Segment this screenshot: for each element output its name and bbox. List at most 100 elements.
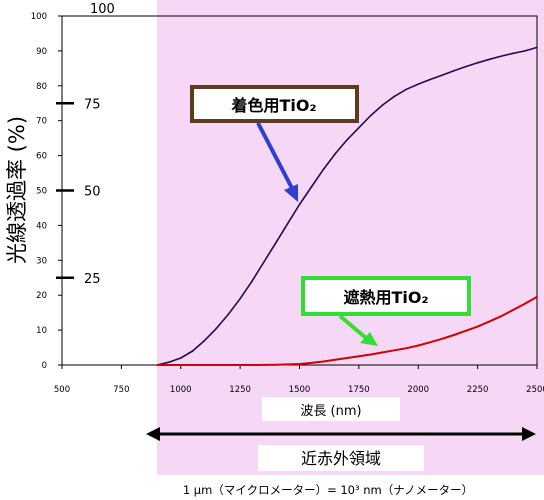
series-1-point: [441, 338, 443, 340]
x-tick-label: 500: [54, 385, 70, 395]
series-1-point: [464, 329, 467, 332]
series-1-point: [369, 353, 372, 356]
callout-arrow-colored-tio2: [256, 122, 296, 193]
x-axis-label: 波長 (nm): [300, 404, 361, 419]
legend-label-colored-tio2: 着色用TiO₂: [230, 96, 316, 115]
series-0-point: [381, 104, 384, 106]
series-0-point: [429, 78, 431, 81]
series-0-point: [168, 361, 170, 364]
x-tick-label: 1250: [229, 385, 251, 395]
series-0-point: [464, 65, 467, 68]
x-tick-label: 1750: [348, 385, 370, 395]
series-0-point: [500, 55, 503, 57]
near-infrared-region-shading: [157, 0, 544, 475]
series-1-point: [358, 355, 360, 358]
series-1-point: [381, 351, 384, 354]
series-0-point: [227, 313, 230, 316]
series-1-point: [310, 362, 313, 364]
series-0-point: [215, 327, 218, 330]
callout-arrowhead-colored-tio2: [284, 184, 298, 202]
y-tick-label: 60: [36, 152, 47, 162]
series-1-point: [453, 334, 455, 336]
series-0-point: [322, 168, 325, 171]
series-0-point: [274, 242, 277, 244]
series-0-point: [298, 203, 301, 206]
series-1-point: [227, 364, 230, 366]
x-tick-label: 2000: [407, 385, 429, 395]
series-1-point: [334, 358, 336, 361]
legend-label-heat-tio2: 遮熱用TiO₂: [343, 288, 428, 307]
x-tick-label: 2250: [467, 385, 489, 395]
series-1-point: [500, 315, 503, 317]
legend-box-colored-tio2: [190, 85, 359, 123]
series-0-point: [441, 74, 443, 77]
x-tick-label: 1500: [289, 385, 311, 395]
near-infrared-label-box: [258, 445, 424, 471]
series-1-point: [488, 320, 491, 323]
y-tick-label: 90: [36, 47, 47, 57]
y-tick-label: 0: [42, 361, 47, 371]
series-0-point: [369, 114, 372, 117]
xlabel-box: [262, 397, 400, 421]
series-1-point: [512, 309, 515, 311]
secondary-y-tick-label: 25: [84, 272, 101, 287]
series-1-point: [203, 364, 206, 366]
series-0-point: [405, 88, 408, 91]
near-infrared-arrowhead-right: [522, 427, 536, 441]
series-1-point: [429, 341, 431, 344]
series-0-point: [286, 222, 289, 225]
series-0-point: [239, 297, 241, 300]
series-1-point: [179, 364, 182, 366]
footnote: 1 μm（マイクロメーター）= 10³ nm（ナノメーター）: [183, 483, 473, 497]
series-1-point: [274, 363, 277, 366]
series-0-point: [251, 280, 253, 283]
series-0-point: [512, 52, 515, 55]
secondary-y-tick-label: 50: [84, 185, 101, 200]
callout-arrow-heat-tio2: [338, 314, 368, 340]
series-1-point: [298, 363, 301, 365]
series-0-point: [476, 61, 479, 64]
legend-box-heat-tio2: [301, 276, 471, 316]
y-axis-label: 光線透過率 (%): [5, 116, 29, 264]
series-0-point: [179, 357, 182, 359]
series-1-point: [524, 302, 526, 305]
series-0-point: [524, 50, 526, 52]
x-tick-label: 1000: [170, 385, 192, 395]
series-1-point: [156, 364, 158, 366]
series-1-point: [251, 364, 253, 366]
near-infrared-label: 近赤外領域: [301, 449, 381, 468]
y-tick-label: 10: [36, 326, 47, 336]
y-tick-label: 70: [36, 117, 47, 127]
y-tick-label: 40: [36, 221, 47, 231]
series-0-point: [346, 139, 348, 141]
series-0-point: [417, 83, 420, 85]
y-tick-label: 50: [36, 187, 47, 197]
series-0-point: [488, 58, 491, 61]
series-0-point: [191, 350, 194, 352]
secondary-y-tick-label: 75: [84, 97, 101, 112]
series-0-point: [263, 261, 265, 263]
series-0-point: [453, 69, 455, 72]
series-0-point: [536, 46, 538, 49]
series-0-point: [310, 186, 313, 188]
series-0-point: [203, 339, 206, 342]
y-tick-label: 20: [36, 291, 47, 301]
series-1-point: [393, 349, 396, 352]
series-0-point: [334, 153, 336, 155]
y-tick-label: 100: [31, 12, 47, 22]
near-infrared-arrowhead-left: [146, 427, 160, 441]
series-1-point: [417, 344, 420, 347]
series-1-point: [536, 296, 538, 298]
series-1-point: [322, 360, 325, 363]
y-tick-label: 80: [36, 82, 47, 92]
callout-arrowhead-heat-tio2: [360, 332, 378, 346]
series-1-point: [346, 357, 348, 359]
series-0-point: [393, 95, 396, 98]
y-tick-label: 30: [36, 256, 47, 266]
x-tick-label: 750: [113, 385, 129, 395]
series-1-point: [405, 347, 408, 350]
series-0-point: [358, 126, 360, 129]
series-1-point: [476, 325, 479, 328]
